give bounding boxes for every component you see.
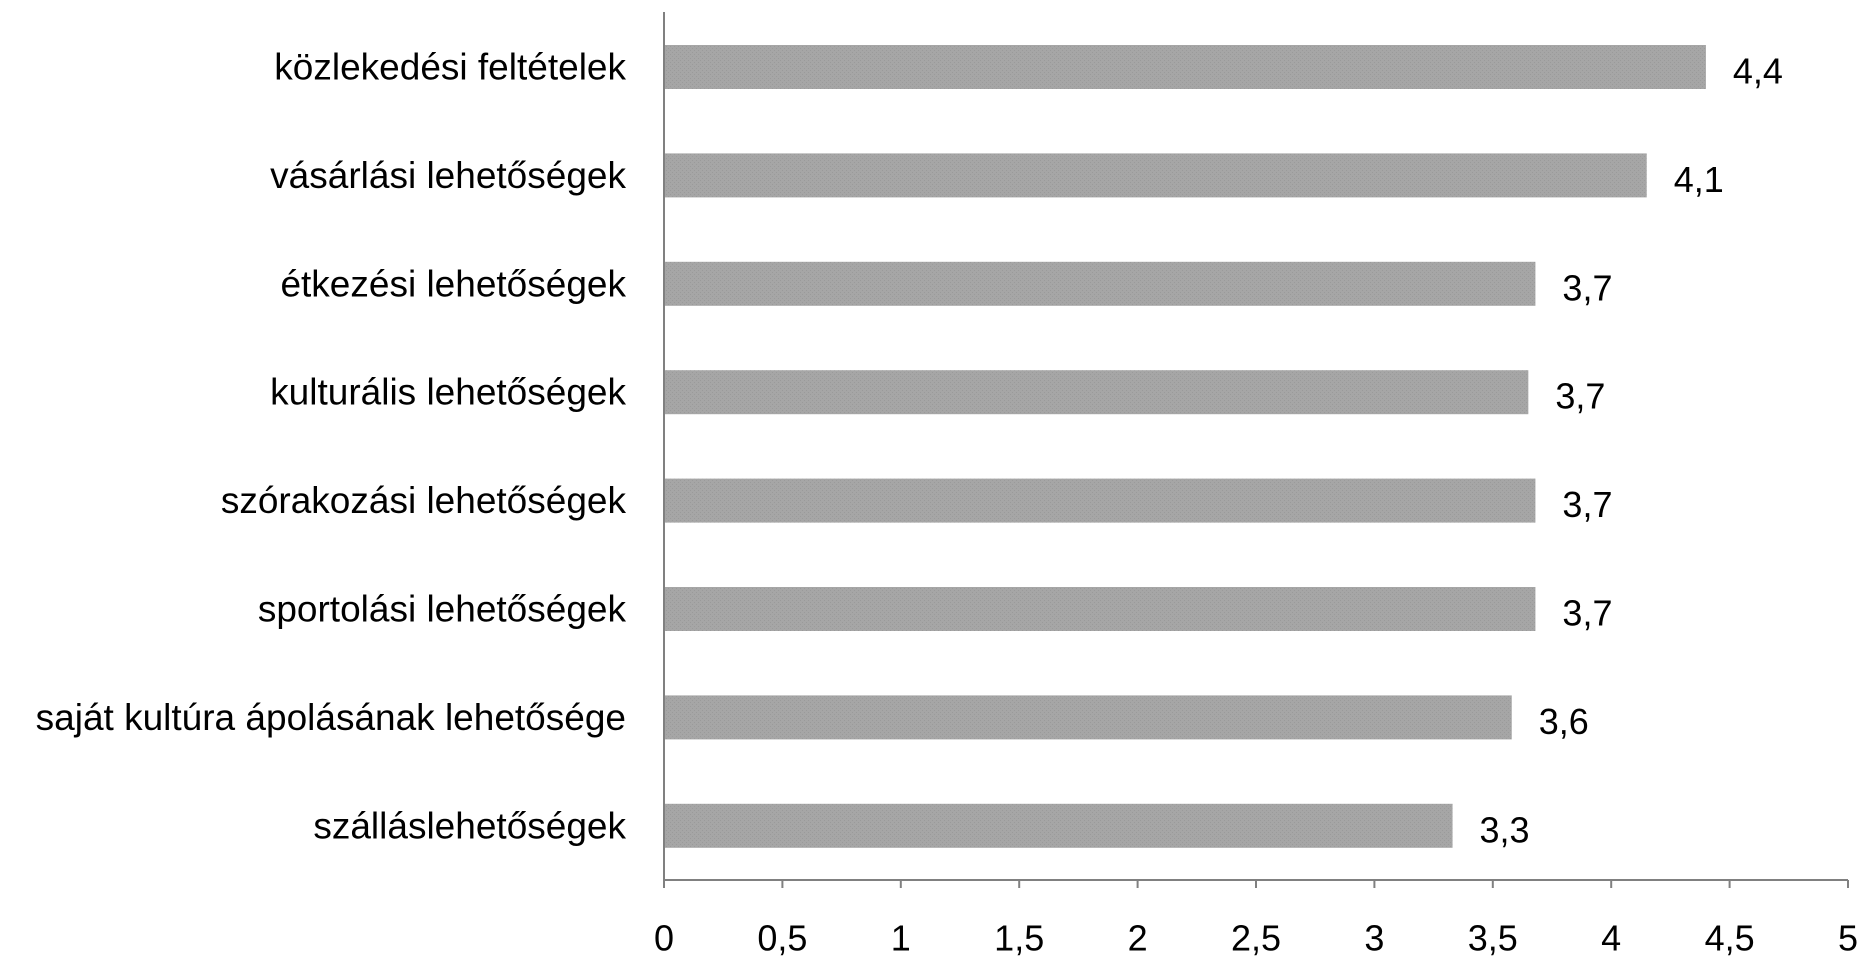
data-label: 4,1	[1674, 159, 1724, 200]
category-label: szálláslehetőségek	[313, 805, 626, 846]
data-label: 3,7	[1562, 267, 1612, 308]
x-tick-label: 0	[654, 918, 674, 958]
category-label: saját kultúra ápolásának lehetősége	[36, 697, 626, 738]
x-tick-label: 4	[1601, 918, 1621, 958]
data-label: 3,3	[1480, 809, 1530, 850]
x-tick-label: 0,5	[757, 918, 807, 958]
bars-layer	[664, 45, 1706, 848]
x-tick-labels: 0 0,5 1 1,5 2 2,5 3 3,5 4 4,5 5	[654, 918, 1858, 958]
bar	[664, 695, 1512, 740]
x-tick-label: 3,5	[1468, 918, 1518, 958]
bar	[664, 153, 1647, 198]
category-labels: közlekedési feltételek vásárlási lehetősé…	[36, 47, 627, 847]
data-label: 4,4	[1733, 51, 1783, 92]
bar	[664, 45, 1706, 89]
bar	[664, 478, 1536, 523]
x-tick-label: 4,5	[1705, 918, 1755, 958]
x-tick-label: 3	[1364, 918, 1384, 958]
bar	[664, 370, 1529, 415]
data-label: 3,6	[1539, 701, 1589, 742]
data-label: 3,7	[1562, 484, 1612, 525]
category-label: szórakozási lehetőségek	[221, 480, 627, 521]
bar	[664, 587, 1536, 631]
x-tick-label: 2,5	[1231, 918, 1281, 958]
category-label: kulturális lehetőségek	[270, 372, 626, 413]
x-tick-label: 2	[1128, 918, 1148, 958]
bar	[664, 261, 1536, 306]
axes	[663, 12, 1849, 888]
category-label: sportolási lehetőségek	[258, 589, 627, 630]
x-tick-label: 1,5	[994, 918, 1044, 958]
category-label: közlekedési feltételek	[274, 47, 626, 88]
bar	[664, 803, 1453, 848]
category-label: vásárlási lehetőségek	[270, 155, 626, 196]
x-tick-label: 1	[891, 918, 911, 958]
data-label: 3,7	[1562, 593, 1612, 634]
data-labels: 4,4 4,1 3,7 3,7 3,7 3,7 3,6 3,3	[1480, 51, 1783, 851]
data-label: 3,7	[1555, 376, 1605, 417]
x-tick-label: 5	[1838, 918, 1858, 958]
category-label: étkezési lehetőségek	[280, 263, 626, 304]
